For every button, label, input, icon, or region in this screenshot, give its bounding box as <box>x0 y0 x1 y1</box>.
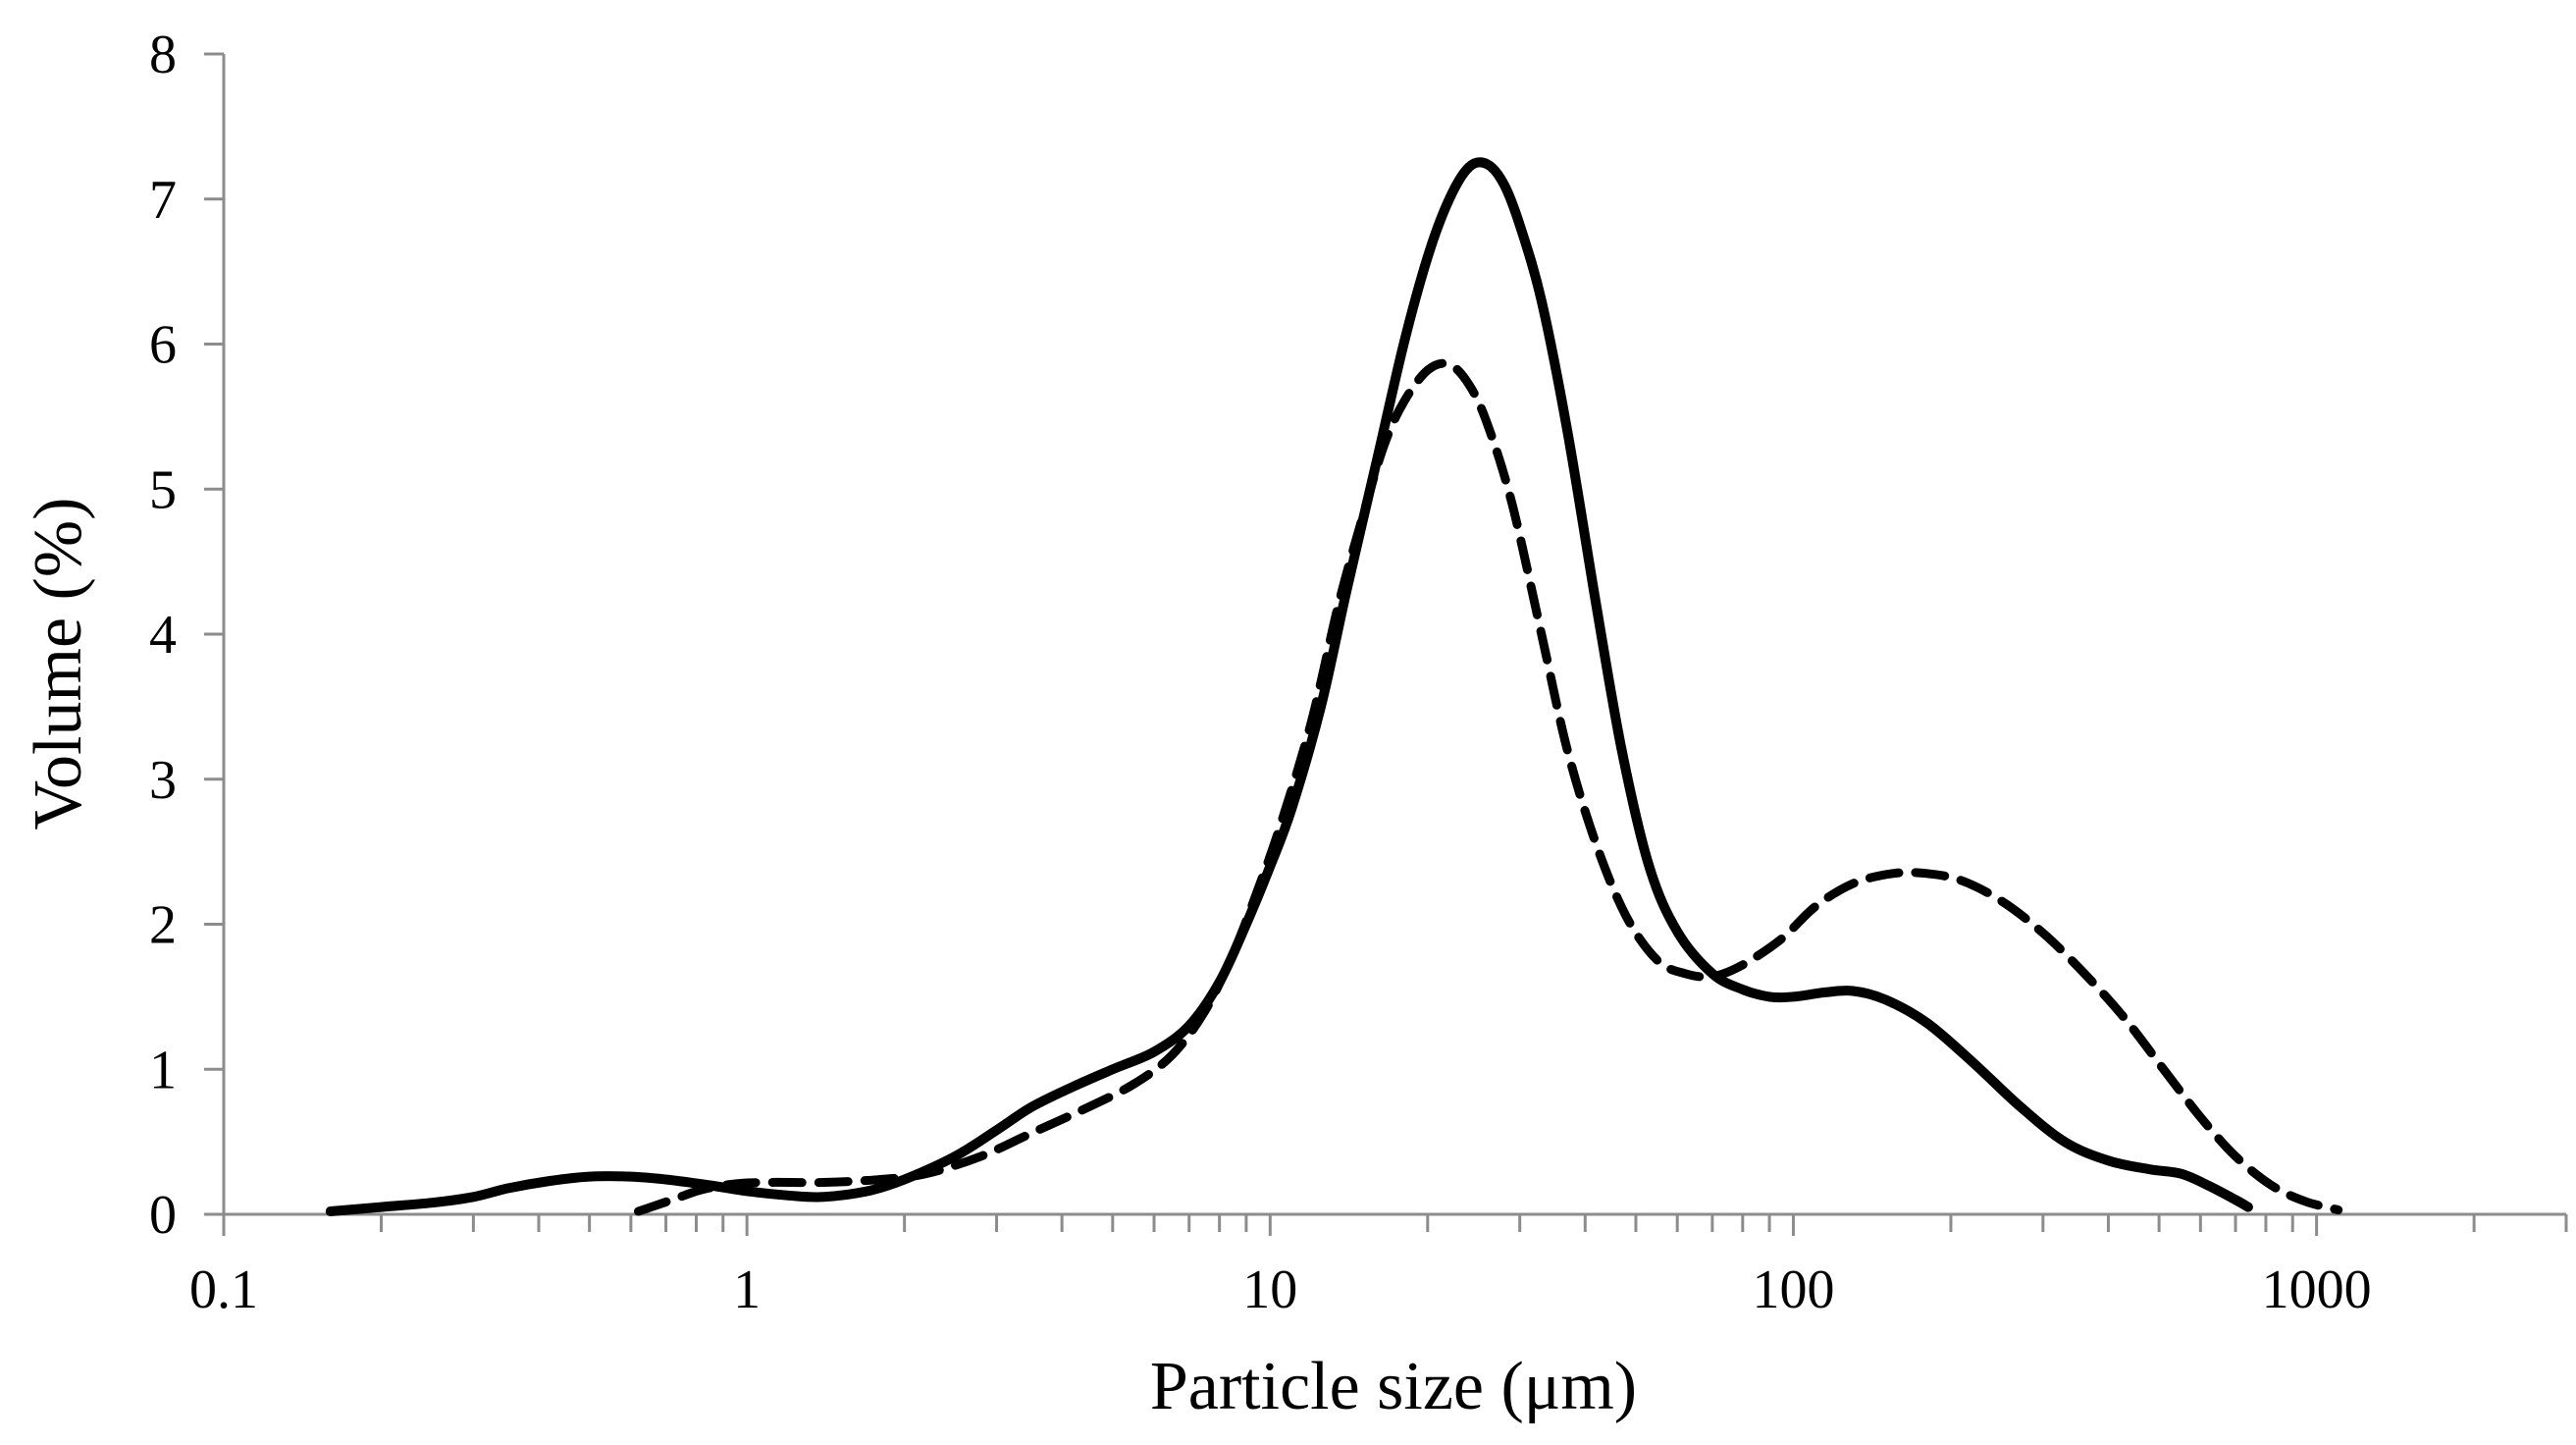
x-axis: 0.1 1 10 100 1000 <box>189 1212 2568 1320</box>
x-ticks: 0.1 1 10 100 1000 <box>189 1214 2568 1320</box>
x-tick-label: 100 <box>1752 1259 1834 1320</box>
series-line-solid <box>325 157 2253 1216</box>
y-ticks: 0 1 2 3 4 5 6 7 8 <box>149 25 224 1246</box>
x-tick-label: 1000 <box>2262 1259 2372 1320</box>
y-axis: 0 1 2 3 4 5 6 7 8 <box>149 25 226 1246</box>
y-tick-label: 6 <box>149 315 177 376</box>
y-tick-label: 5 <box>149 459 177 520</box>
y-tick-label: 4 <box>149 605 177 666</box>
x-tick-label: 10 <box>1242 1259 1297 1320</box>
x-axis-title: Particle size (μm) <box>1150 1349 1637 1424</box>
series-layer <box>325 157 2343 1216</box>
series-line-dashed <box>634 358 2343 1216</box>
x-tick-label: 1 <box>733 1259 761 1320</box>
y-tick-label: 7 <box>149 170 177 231</box>
y-tick-label: 1 <box>149 1040 177 1100</box>
y-tick-label: 0 <box>149 1185 177 1246</box>
y-tick-label: 3 <box>149 750 177 811</box>
x-tick-label: 0.1 <box>189 1259 258 1320</box>
y-tick-label: 2 <box>149 895 177 956</box>
y-axis-title: Volume (%) <box>21 498 96 830</box>
y-tick-label: 8 <box>149 25 177 85</box>
